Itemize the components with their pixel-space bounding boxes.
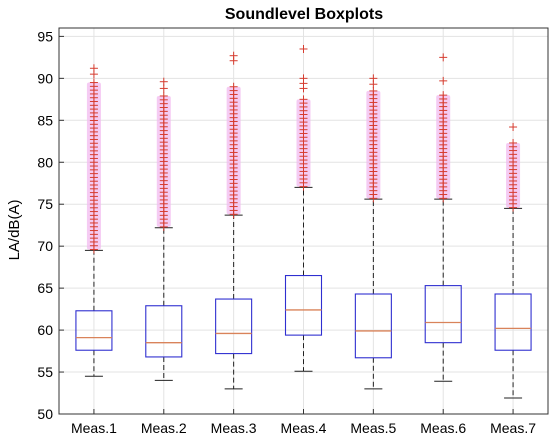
- y-axis-ticks: 50 55 60 65 70 75 80 85 90 95: [37, 28, 64, 422]
- outliers-4: [299, 44, 308, 191]
- outlier-marker: [439, 53, 448, 62]
- outlier-marker: [299, 44, 308, 53]
- outlier-marker: [229, 82, 238, 91]
- y-axis-label: LA/dB(A): [6, 200, 23, 261]
- outlier-marker: [369, 86, 378, 95]
- outlier-marker: [509, 123, 518, 132]
- x-tick-label: Meas.7: [490, 420, 536, 436]
- box-6: [424, 198, 462, 382]
- outlier-marker: [159, 84, 168, 93]
- outlier-marker: [229, 51, 238, 60]
- outliers-5: [369, 74, 378, 203]
- y-tick-label: 70: [37, 238, 53, 254]
- outlier-marker: [369, 74, 378, 83]
- y-tick-label: 95: [37, 28, 53, 44]
- iqr-box: [494, 293, 532, 351]
- outlier-marker: [89, 78, 98, 87]
- y-tick-label: 60: [37, 322, 53, 338]
- y-tick-label: 50: [37, 406, 53, 422]
- outlier-marker: [159, 91, 168, 100]
- iqr-box: [424, 285, 462, 344]
- outliers-2: [159, 77, 168, 231]
- chart-title: Soundlevel Boxplots: [225, 6, 383, 23]
- outlier-marker: [439, 76, 448, 85]
- y-tick-label: 80: [37, 154, 53, 170]
- x-tick-label: Meas.5: [350, 420, 396, 436]
- x-tick-label: Meas.1: [71, 420, 117, 436]
- box-5: [354, 198, 392, 390]
- box-2: [145, 227, 183, 381]
- iqr-box: [75, 310, 113, 351]
- y-tick-label: 90: [37, 70, 53, 86]
- iqr-box: [284, 274, 323, 336]
- outliers-7: [509, 123, 518, 212]
- iqr-box: [354, 293, 392, 359]
- outlier-marker: [299, 95, 308, 104]
- x-tick-label: Meas.4: [281, 420, 327, 436]
- iqr-box: [145, 305, 183, 358]
- x-axis-ticks: Meas.1 Meas.2 Meas.3 Meas.4 Meas.5 Meas.6 Meas…: [71, 409, 536, 436]
- outlier-marker: [299, 74, 308, 83]
- iqr-box: [215, 298, 253, 355]
- x-tick-label: Meas.3: [211, 420, 257, 436]
- y-tick-label: 55: [37, 364, 53, 380]
- x-tick-label: Meas.2: [141, 420, 187, 436]
- outlier-marker: [509, 138, 518, 147]
- outliers-1: [89, 64, 98, 254]
- outliers-3: [229, 51, 238, 219]
- y-tick-label: 85: [37, 112, 53, 128]
- y-tick-label: 75: [37, 196, 53, 212]
- y-tick-label: 65: [37, 280, 53, 296]
- x-tick-label: Meas.6: [420, 420, 466, 436]
- outlier-marker: [439, 91, 448, 100]
- outliers-6: [439, 53, 448, 203]
- box-4: [284, 186, 323, 372]
- outliers: [89, 44, 518, 254]
- outlier-marker: [89, 64, 98, 73]
- outlier-marker: [159, 77, 168, 86]
- boxes: [75, 186, 532, 399]
